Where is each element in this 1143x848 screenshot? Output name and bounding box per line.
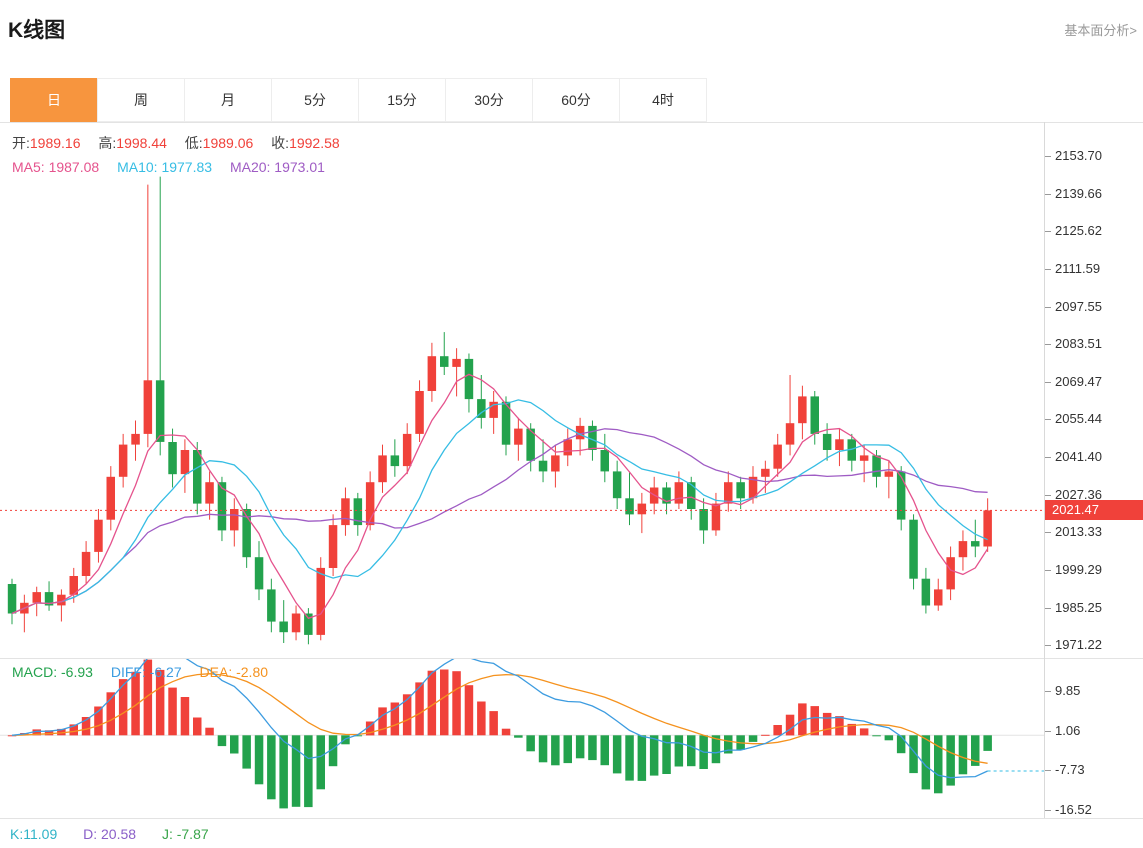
tab-30min[interactable]: 30分: [445, 78, 533, 122]
axis-tick-mark: [1045, 231, 1051, 233]
axis-tick-mark: [1045, 419, 1051, 421]
macd-value: -6.93: [61, 664, 93, 680]
axis-tick-mark: [1045, 381, 1051, 383]
axis-tick-mark: [1045, 193, 1051, 195]
candlestick-chart[interactable]: 开:1989.16 高:1998.44 低:1989.06 收:1992.58 …: [0, 123, 1044, 658]
tab-month[interactable]: 月: [184, 78, 272, 122]
tab-day[interactable]: 日: [10, 78, 98, 122]
interval-tabs: 日 周 月 5分 15分 30分 60分 4时: [10, 78, 707, 122]
ohlc-legend: 开:1989.16 高:1998.44 低:1989.06 收:1992.58: [12, 133, 354, 153]
tab-15min[interactable]: 15分: [358, 78, 446, 122]
axis-tick-mark: [1045, 457, 1051, 458]
axis-tick-mark: [1045, 690, 1051, 692]
axis-tick-mark: [1045, 306, 1051, 308]
ma-legend: MA5: 1987.08 MA10: 1977.83 MA20: 1973.01: [12, 159, 339, 175]
k-label: K:: [10, 826, 24, 842]
axis-tick-label: 2083.51: [1055, 336, 1102, 352]
tab-5min[interactable]: 5分: [271, 78, 359, 122]
axis-tick-label: 2139.66: [1055, 185, 1102, 201]
axis-tick-mark: [1045, 156, 1051, 157]
axis-tick-mark: [1045, 770, 1051, 772]
diff-value: -6.27: [149, 664, 182, 680]
low-value: 1989.06: [202, 135, 254, 151]
axis-tick-label: 2097.55: [1055, 298, 1102, 314]
axis-tick-label: 2111.59: [1055, 260, 1101, 276]
open-value: 1989.16: [29, 135, 81, 151]
axis-tick-mark: [1045, 810, 1051, 811]
page-title: K线图: [8, 19, 66, 42]
axis-tick-mark: [1045, 569, 1051, 571]
axis-tick-label: 1971.22: [1055, 637, 1102, 653]
axis-tick-mark: [1045, 730, 1051, 732]
tab-week[interactable]: 周: [97, 78, 185, 122]
ma10-label: MA10:: [117, 159, 158, 175]
macd-y-axis: 9.85 1.06 -7.73 -16.52: [1045, 659, 1143, 818]
axis-tick-label: -16.52: [1055, 802, 1092, 817]
separator: [0, 658, 1143, 659]
ma20-label: MA20:: [229, 159, 271, 175]
axis-tick-label: -7.73: [1055, 762, 1085, 778]
low-label: 低:: [184, 135, 203, 151]
open-label: 开:: [12, 135, 30, 151]
high-label: 高:: [98, 135, 117, 151]
axis-tick-label: 2041.40: [1055, 449, 1102, 464]
axis-tick-label: 9.85: [1055, 682, 1081, 698]
d-label: D:: [83, 826, 98, 842]
axis-tick-label: 1999.29: [1055, 561, 1102, 577]
axis-tick-mark: [1045, 268, 1051, 270]
axis-border: [1044, 122, 1045, 818]
ma10-value: 1977.83: [161, 159, 213, 175]
axis-tick-label: 2069.47: [1055, 373, 1102, 389]
fundamental-analysis-link[interactable]: 基本面分析>: [1064, 23, 1137, 38]
close-label: 收:: [271, 135, 290, 151]
dea-label: DEA:: [199, 664, 233, 680]
dea-value: -2.80: [236, 664, 269, 680]
axis-tick-mark: [1045, 344, 1051, 346]
axis-tick-mark: [1045, 532, 1051, 534]
axis-tick-label: 1.06: [1055, 722, 1081, 738]
last-price-badge: 2021.47: [1045, 500, 1143, 520]
separator: [0, 122, 1143, 123]
j-label: J:: [161, 826, 173, 842]
tab-4hour[interactable]: 4时: [619, 78, 707, 122]
axis-tick-mark: [1045, 645, 1051, 647]
diff-label: DIFF:: [110, 664, 146, 680]
close-value: 1992.58: [289, 135, 340, 151]
main-y-axis: 2021.47 2153.70 2139.66 2125.62 2111.59 2097…: [1045, 123, 1143, 658]
separator: [0, 818, 1143, 819]
j-value: -7.87: [176, 826, 209, 842]
ma5-label: MA5:: [12, 159, 45, 175]
axis-tick-mark: [1045, 494, 1051, 496]
ma20-value: 1973.01: [274, 159, 325, 175]
ma5-value: 1987.08: [48, 159, 100, 175]
candlestick-svg: [0, 176, 1044, 645]
chart-frame: 开:1989.16 高:1998.44 低:1989.06 收:1992.58 …: [0, 122, 1143, 848]
axis-tick-label: 1985.25: [1055, 599, 1102, 615]
axis-tick-label: 2027.36: [1055, 486, 1102, 502]
kdj-legend: K:11.09 D: 20.58 J: -7.87: [10, 826, 231, 842]
axis-tick-label: 2055.44: [1055, 411, 1102, 427]
d-value: 20.58: [101, 826, 137, 842]
axis-tick-label: 2153.70: [1055, 148, 1102, 163]
high-value: 1998.44: [116, 135, 167, 151]
macd-legend: MACD: -6.93 DIFF: -6.27 DEA: -2.80: [12, 664, 282, 680]
tab-60min[interactable]: 60分: [532, 78, 620, 122]
axis-tick-label: 2125.62: [1055, 223, 1102, 239]
macd-svg: [0, 659, 1044, 809]
k-value: 11.09: [23, 826, 58, 842]
axis-tick-label: 2013.33: [1055, 524, 1102, 540]
axis-tick-mark: [1045, 607, 1051, 609]
macd-label: MACD:: [12, 664, 58, 680]
macd-chart[interactable]: MACD: -6.93 DIFF: -6.27 DEA: -2.80: [0, 659, 1044, 818]
